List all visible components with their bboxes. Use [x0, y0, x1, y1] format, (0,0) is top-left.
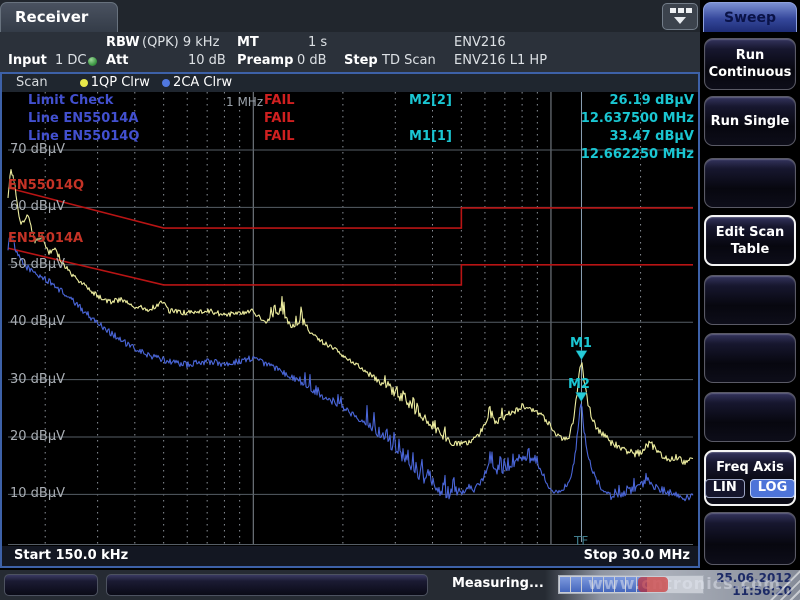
softkey-label: Run Continuous [708, 48, 792, 80]
status-bar: Measuring... 25.06.2012 11:56:20 www.cnt… [0, 570, 800, 600]
measuring-status: Measuring... [452, 576, 544, 591]
freq-axis-log-toggle[interactable]: LOG [749, 478, 796, 498]
transducer-1: ENV216 [454, 35, 506, 50]
frequency-bar: Start 150.0 kHz Stop 30.0 MHz [2, 546, 698, 566]
date-label: 25.06.2012 [716, 571, 792, 585]
freq-axis-toggle-group: LIN LOG [704, 478, 796, 498]
trace-1qp [7, 169, 694, 465]
input-value: 1 DC [55, 53, 87, 68]
bottom-softkey-1[interactable] [4, 574, 98, 596]
progress-segment [582, 577, 592, 592]
input-key: Input [8, 53, 47, 68]
stop-frequency: Stop 30.0 MHz [583, 548, 690, 563]
progress-segment [593, 577, 603, 592]
softkey-run-continuous[interactable]: Run Continuous [704, 38, 796, 90]
progress-segment [692, 577, 702, 592]
progress-segment [604, 577, 614, 592]
progress-segment [670, 577, 680, 592]
softkey-empty-3[interactable] [704, 333, 796, 383]
trace1-legend[interactable]: 1QP Clrw [90, 75, 150, 90]
step-value: TD Scan [382, 53, 436, 68]
preamp-value: 0 dB [297, 53, 327, 68]
rbw-key: RBW [106, 35, 140, 50]
marker-m2-level: 26.19 dBµV [609, 93, 695, 108]
limit-line-en55014q [7, 187, 693, 229]
marker-m2-id: M2[2] [409, 93, 452, 108]
progress-segment [615, 577, 625, 592]
softkey-label: Edit Scan Table [715, 224, 785, 257]
softkey-label: Run Single [710, 113, 790, 129]
watermark-logo [638, 577, 668, 592]
trace2-legend[interactable]: 2CA Clrw [173, 75, 233, 90]
y-axis-label: 60 dBµV [10, 199, 66, 215]
preamp-key: Preamp [237, 53, 294, 68]
bottom-softkey-2[interactable] [106, 574, 428, 596]
watermark: www.cntronics.com [588, 574, 781, 593]
tf-line-label: TF [574, 534, 589, 548]
marker-m2-flag-label: M2 [568, 377, 590, 392]
softkey-empty-4[interactable] [704, 392, 796, 442]
mt-value: 1 s [308, 35, 328, 50]
header: Receiver RBW (QPK) 9 kHz MT 1 s ENV216 I… [0, 0, 700, 72]
softkey-freq-axis[interactable]: Freq Axis LIN LOG [704, 450, 796, 506]
step-key: Step [344, 53, 378, 68]
trace-2ca [7, 233, 694, 502]
freq-axis-lin-toggle[interactable]: LIN [704, 478, 745, 498]
marker-m2-freq: 12.637500 MHz [580, 111, 694, 126]
trace2-color-dot [162, 79, 171, 87]
y-axis-label: 40 dBµV [10, 314, 66, 330]
limit-label-en55014q: EN55014Q [8, 178, 85, 193]
display-menu-button[interactable] [662, 3, 698, 30]
input-status-led [88, 57, 97, 66]
y-axis-label: 50 dBµV [10, 256, 66, 272]
trace1-color-dot [79, 79, 88, 87]
limit-check-status: FAIL [264, 93, 295, 108]
scan-label: Scan [16, 75, 48, 90]
start-frequency: Start 150.0 kHz [14, 548, 129, 563]
softkey-run-single[interactable]: Run Single [704, 96, 796, 146]
progress-segment [626, 577, 636, 592]
y-axis-label: 20 dBµV [10, 429, 66, 444]
softkey-menu-title: Sweep [703, 2, 797, 32]
tab-receiver[interactable]: Receiver [0, 2, 118, 32]
y-axis-label: 10 dBµV [10, 486, 66, 502]
limit-line2-status: FAIL [264, 129, 295, 144]
limit-line1-name: Line EN55014A [28, 111, 139, 126]
marker-m1-flag-label: M1 [570, 336, 592, 351]
softkey-edit-scan-table[interactable]: Edit Scan Table [704, 215, 796, 266]
softkey-empty-5[interactable] [704, 512, 796, 565]
y-axis-label: 30 dBµV [10, 371, 66, 387]
mt-key: MT [237, 35, 259, 50]
progress-segment [560, 577, 570, 592]
tiles-icon [670, 8, 692, 13]
y-axis-label: 70 dBµV [10, 142, 66, 157]
softkey-empty-1[interactable] [704, 158, 796, 208]
marker-m1-level: 33.47 dBµV [609, 129, 695, 144]
att-value: 10 dB [188, 53, 226, 68]
measurement-window: Scan 1QP Clrw 2CA Clrw Limit Check 1 MHz… [0, 72, 700, 568]
chevron-down-icon [674, 17, 686, 24]
marker-m2[interactable] [575, 392, 588, 402]
transducer-2: ENV216 L1 HP [454, 53, 548, 68]
limit-line1-status: FAIL [264, 111, 295, 126]
marker-m1-freq: 12.662250 MHz [580, 147, 694, 162]
limit-line-en55014a [7, 247, 693, 286]
scan-bar: Scan 1QP Clrw 2CA Clrw [2, 74, 698, 92]
softkey-label: Freq Axis [716, 459, 784, 475]
spectrum-plot [7, 92, 694, 545]
grid-freq-label: 1 MHz [226, 95, 264, 109]
limit-check-title: Limit Check [28, 93, 114, 108]
softkey-empty-2[interactable] [704, 275, 796, 325]
tab-receiver-label: Receiver [15, 8, 89, 26]
limit-line2-name: Line EN55014Q [28, 129, 140, 144]
progress-segment [571, 577, 581, 592]
softkey-sidebar: Sweep Run Continuous Run Single Edit Sca… [700, 0, 800, 570]
rbw-value: (QPK) 9 kHz [142, 35, 220, 50]
limit-label-en55014a: EN55014A [8, 231, 84, 246]
watermark-text: www.cntronics.com [588, 574, 781, 593]
progress-segment [681, 577, 691, 592]
marker-m1[interactable] [575, 350, 588, 361]
att-key: Att [106, 53, 129, 68]
marker-m1-id: M1[1] [409, 129, 452, 144]
